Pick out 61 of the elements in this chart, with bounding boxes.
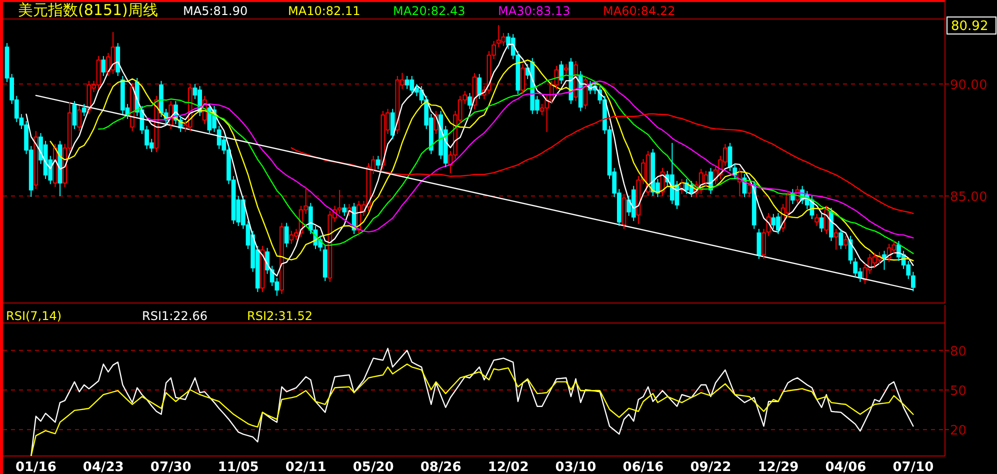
y-tick-label: 20 [950,424,967,439]
candlestick [376,155,380,170]
x-tick-label: 07/10 [892,460,934,474]
candlestick [911,271,916,292]
candlestick [564,64,568,74]
candlestick [747,180,752,198]
candlestick [583,75,588,110]
y-tick-label: 90.00 [950,78,988,94]
candlestick [844,235,848,250]
x-tick-label: 04/06 [825,460,866,474]
candlestick [82,103,86,117]
candlestick [342,204,347,216]
x-tick-label: 06/16 [622,460,664,474]
candlestick [468,92,472,110]
candlestick [390,108,395,140]
candlestick [280,222,284,295]
text: MA30:83.13 [498,4,570,18]
x-tick-label: 07/30 [150,460,192,474]
candlestick [520,64,525,95]
candlestick [284,222,289,248]
x-tick-label: 02/11 [285,460,326,474]
candlestick [834,228,838,250]
x-tick-label: 01/16 [15,460,56,474]
text: RSI1:22.66 [142,309,208,323]
x-tick-label: 04/23 [82,460,124,474]
x-tick-label: 03/10 [555,460,596,474]
text: MA60:84.22 [603,4,676,18]
candlestick [819,213,824,233]
x-tick-label: 12/29 [758,460,799,474]
candlestick [34,130,38,190]
y-tick-label: 85.00 [950,190,988,205]
candlestick [838,228,844,250]
candlestick [762,228,766,260]
candlestick [116,42,120,76]
line-series [146,80,914,238]
candlestick [756,228,762,260]
candlestick [622,193,626,230]
chart-title: RSI(7,14) [6,309,62,323]
chart-title: 美元指数(8151)周线 [18,1,158,19]
x-tick-label: 05/20 [352,460,394,474]
candlestick [824,205,829,235]
candlestick [322,245,328,282]
line-series [290,113,914,214]
x-tick-label: 12/02 [488,460,529,474]
candlestick [130,82,135,132]
candlestick [477,73,482,100]
candlestick [77,105,82,132]
candlestick [559,60,564,85]
text: 80.92 [951,19,988,34]
candlestick [814,213,819,226]
x-tick-label: 08/26 [420,460,462,474]
x-tick-label: 11/05 [218,460,259,474]
text: MA10:82.11 [288,4,360,18]
y-tick-label: 80 [950,344,967,360]
y-tick-label: 50 [950,384,967,399]
text: MA20:82.43 [393,4,466,18]
text: MA5:81.90 [183,4,248,18]
text: RSI2:31.52 [247,309,313,323]
candlestick [72,100,77,130]
candlestick [101,56,106,76]
x-tick-label: 09/22 [690,460,732,474]
